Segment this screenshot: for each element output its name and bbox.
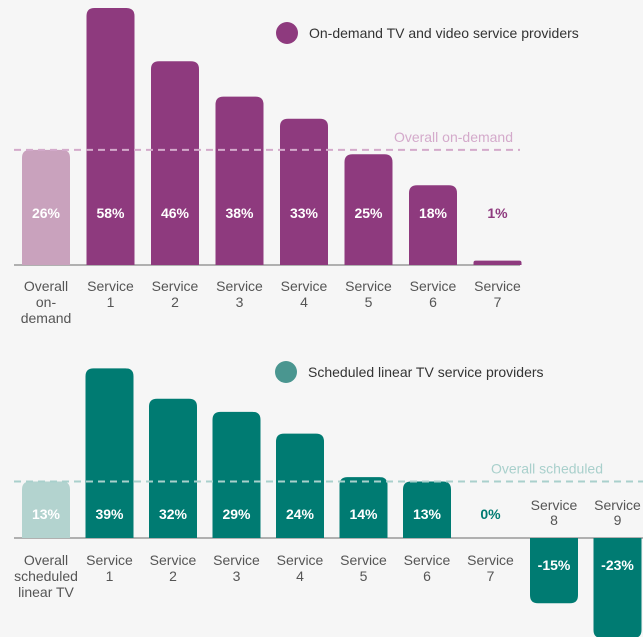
category-label: 7 (494, 294, 502, 310)
category-label: 6 (423, 568, 431, 584)
reference-label: Overall on-demand (394, 129, 513, 145)
value-label: 26% (32, 205, 61, 221)
category-label: 9 (614, 512, 622, 528)
value-label: 13% (32, 506, 61, 522)
bar (212, 411, 261, 538)
scheduled-chart: Scheduled linear TV service providers 13%… (14, 361, 643, 637)
category-label: 3 (236, 294, 244, 310)
category-label: Service (213, 552, 260, 568)
category-label: 1 (107, 294, 115, 310)
category-label: 2 (171, 294, 179, 310)
bar (280, 118, 328, 265)
category-label: Service (216, 278, 263, 294)
category-label: 4 (296, 568, 304, 584)
category-label: linear TV (18, 584, 74, 600)
category-label: 4 (300, 294, 308, 310)
category-label: Service (281, 278, 328, 294)
category-label: Service (467, 552, 514, 568)
category-label: Service (474, 278, 521, 294)
value-label: 18% (419, 205, 448, 221)
value-label: 46% (161, 205, 190, 221)
bar (85, 368, 134, 538)
value-label: 32% (159, 506, 188, 522)
category-label: 6 (429, 294, 437, 310)
category-label: Service (404, 552, 451, 568)
category-label: demand (21, 310, 72, 326)
legend-label: On-demand TV and video service providers (309, 25, 579, 41)
category-label: on- (36, 294, 57, 310)
category-label: Service (277, 552, 324, 568)
category-label: 2 (169, 568, 177, 584)
bar (530, 538, 578, 604)
bar (409, 185, 457, 265)
value-label: 0% (480, 506, 501, 522)
reference-label: Overall scheduled (491, 460, 603, 476)
category-label: scheduled (14, 568, 78, 584)
category-label: Service (340, 552, 387, 568)
ondemand-chart: On-demand TV and video service providers… (14, 8, 579, 326)
category-label: 7 (487, 568, 495, 584)
bar (149, 398, 197, 538)
value-label: -15% (538, 557, 571, 573)
value-label: 33% (290, 205, 319, 221)
value-label: 29% (222, 506, 251, 522)
bar (215, 96, 264, 265)
category-label: 3 (233, 568, 241, 584)
bar (86, 8, 135, 266)
bar (276, 433, 324, 538)
value-label: 39% (95, 506, 124, 522)
legend-swatch (276, 22, 298, 44)
category-label: Overall (24, 552, 68, 568)
category-label: 8 (550, 512, 558, 528)
value-label: -23% (601, 557, 634, 573)
category-label: Service (87, 278, 134, 294)
bar (473, 260, 522, 265)
value-label: 1% (487, 205, 508, 221)
value-label: 58% (96, 205, 125, 221)
category-label: Service (150, 552, 197, 568)
category-label: 1 (106, 568, 114, 584)
category-label: Overall (24, 278, 68, 294)
category-label: Service (152, 278, 199, 294)
category-label: Service (410, 278, 457, 294)
category-label: Service (345, 278, 392, 294)
value-label: 14% (349, 506, 378, 522)
value-label: 13% (413, 506, 442, 522)
bar (151, 61, 199, 265)
value-label: 38% (225, 205, 254, 221)
category-label: Service (531, 497, 578, 513)
category-label: Service (594, 497, 641, 513)
value-label: 24% (286, 506, 315, 522)
value-label: 25% (354, 205, 383, 221)
category-label: 5 (360, 568, 368, 584)
bar (339, 477, 388, 538)
legend-label: Scheduled linear TV service providers (308, 364, 544, 380)
bar (344, 154, 393, 265)
category-label: Service (86, 552, 133, 568)
legend-swatch (275, 361, 297, 383)
category-label: 5 (365, 294, 373, 310)
bar (22, 149, 70, 265)
bar (22, 481, 70, 538)
bar (593, 538, 642, 637)
bar (403, 481, 451, 538)
